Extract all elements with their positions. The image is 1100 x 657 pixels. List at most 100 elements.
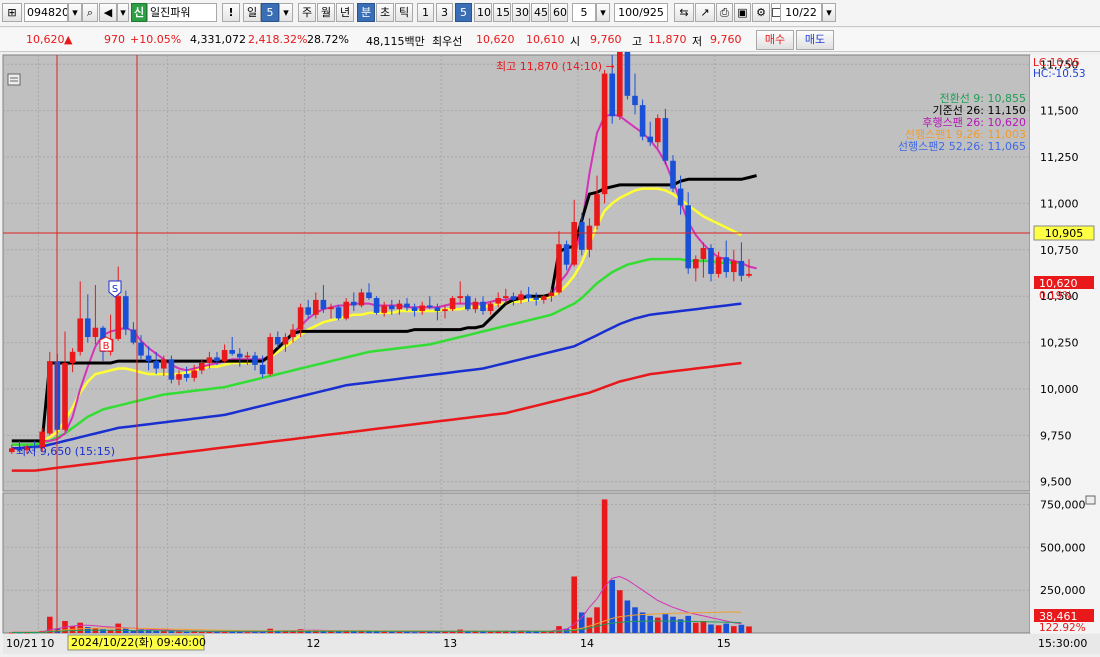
alert-button[interactable]: ! (222, 3, 240, 22)
period-value-dropdown-icon[interactable]: ▾ (596, 3, 610, 22)
bar-count-input[interactable]: 100/925 (614, 3, 668, 22)
volume-bar (176, 631, 182, 633)
buy-button[interactable]: 매수 (756, 30, 794, 50)
compare-icon[interactable]: ⇆ (674, 3, 694, 22)
period-day-button[interactable]: 일 (243, 3, 261, 22)
minute-10-button[interactable]: 10 (474, 3, 492, 22)
pane-settings-icon[interactable] (7, 73, 21, 86)
candle-body (693, 259, 699, 269)
candle-body (670, 160, 676, 189)
period-week-button[interactable]: 주 (298, 3, 316, 22)
stock-code-input[interactable]: 094820 (24, 3, 68, 22)
candle-body (442, 309, 448, 312)
credit-badge: 신 (131, 3, 147, 22)
crosshair-time: 2024/10/22(화) 09:40:00 (71, 636, 206, 649)
period-year-button[interactable]: 년 (336, 3, 354, 22)
volume-bar (427, 631, 433, 633)
stock-name[interactable]: 일진파워 (147, 3, 217, 22)
legend-entry: 후행스팬 26: 10,620 (922, 116, 1026, 129)
print-icon[interactable]: ⎙ (716, 3, 733, 22)
last-volume-tag (1034, 609, 1094, 622)
period-dropdown-icon[interactable]: ▾ (279, 3, 293, 22)
save-icon[interactable]: ▣ (734, 3, 751, 22)
search-icon[interactable]: ⌕ (82, 3, 98, 22)
crosshair-time-tag (67, 634, 205, 651)
minute-3-button[interactable]: 3 (436, 3, 453, 22)
candle-body (700, 247, 707, 260)
open-label: 시 (570, 35, 581, 48)
time-tick-label: 15 (717, 637, 731, 650)
candle-body (183, 374, 190, 378)
volume-bar (586, 617, 593, 633)
candle-body (389, 305, 395, 310)
stock-chart[interactable]: 11,750 11,500 11,250 11,000 10,750 10,500 10,2… (0, 52, 1100, 657)
min-price-label: 최저 9,650 (15:15) (16, 445, 115, 458)
candle-body (449, 298, 456, 310)
candle-body (396, 303, 403, 310)
volume-bar (389, 631, 395, 633)
volume-bar (366, 630, 372, 633)
best-quote-label: 최우선 (432, 35, 463, 48)
code-dropdown-icon[interactable]: ▾ (68, 3, 82, 22)
sell-button[interactable]: 매도 (796, 30, 834, 50)
minute-60-button[interactable]: 60 (550, 3, 568, 22)
minute-30-button[interactable]: 30 (512, 3, 530, 22)
lc-label: LC:10.05 (1033, 57, 1080, 69)
chart-toolbar: ⊞ 094820 ▾ ⌕ ◀ ▾ 신 일진파워 ! 일 5 ▾ 주 월 년 분 … (0, 0, 1100, 27)
volume-bar (130, 630, 137, 633)
volume-bar (700, 621, 707, 633)
period-second-button[interactable]: 초 (376, 3, 394, 22)
gear-icon[interactable]: ⚙ (752, 3, 770, 22)
trade-volume: 4,331,072 (190, 33, 246, 46)
price-tick-label: 11,000 (1040, 197, 1079, 210)
price-tick-label: 10,500 (1040, 290, 1079, 303)
candle-body (77, 318, 83, 352)
volume-bar (335, 630, 342, 633)
volume-bar (47, 616, 53, 633)
pane-close-icon[interactable] (1085, 495, 1096, 505)
date-dropdown-icon[interactable]: ▾ (822, 3, 836, 22)
period-value-input[interactable]: 5 (572, 3, 596, 22)
period-day-count[interactable]: 5 (261, 3, 279, 22)
date-input[interactable]: 10/22 (780, 3, 822, 22)
candle-body (123, 296, 129, 330)
candle-body (556, 244, 562, 293)
candle-body (677, 188, 684, 206)
candle-body (480, 301, 486, 312)
crosshair-price-tag (1033, 225, 1095, 241)
candle-body (221, 349, 228, 362)
buy-signal-marker: B (99, 336, 113, 352)
speaker-icon[interactable]: ◀ (99, 3, 117, 22)
volume-bar (510, 631, 517, 633)
draw-tool-icon[interactable]: ↗ (695, 3, 715, 22)
candle-body (153, 361, 159, 369)
volume-bar (632, 607, 638, 633)
volume-pct: 122.92% (1039, 622, 1086, 634)
minute-45-button[interactable]: 45 (531, 3, 549, 22)
speaker-dropdown-icon[interactable]: ▾ (117, 3, 129, 22)
minute-5-button[interactable]: 5 (455, 3, 472, 22)
period-minute-button[interactable]: 분 (357, 3, 375, 22)
candle-body (419, 305, 425, 312)
candle-body (533, 298, 539, 300)
last-price-tag (1034, 276, 1094, 289)
period-month-button[interactable]: 월 (317, 3, 335, 22)
candle-body (335, 307, 342, 319)
period-tick-button[interactable]: 틱 (395, 3, 413, 22)
volume-bar (449, 630, 456, 633)
minute-1-button[interactable]: 1 (417, 3, 434, 22)
candle-body (39, 431, 45, 449)
volume-bar (145, 629, 152, 633)
candle-body (16, 448, 23, 451)
candle-body (168, 359, 175, 380)
minute-15-button[interactable]: 15 (493, 3, 511, 22)
candle-body (313, 299, 319, 315)
volume-bar (434, 631, 441, 633)
legend-entry: 선행스팬2 52,26: 11,065 (898, 140, 1026, 153)
window-menu-icon[interactable]: ⊞ (2, 3, 22, 22)
candle-body (411, 307, 418, 312)
candle-body (366, 292, 372, 299)
candle-body (244, 355, 251, 358)
candle-body (290, 329, 296, 338)
volume-tick-label: 250,000 (1040, 584, 1086, 597)
